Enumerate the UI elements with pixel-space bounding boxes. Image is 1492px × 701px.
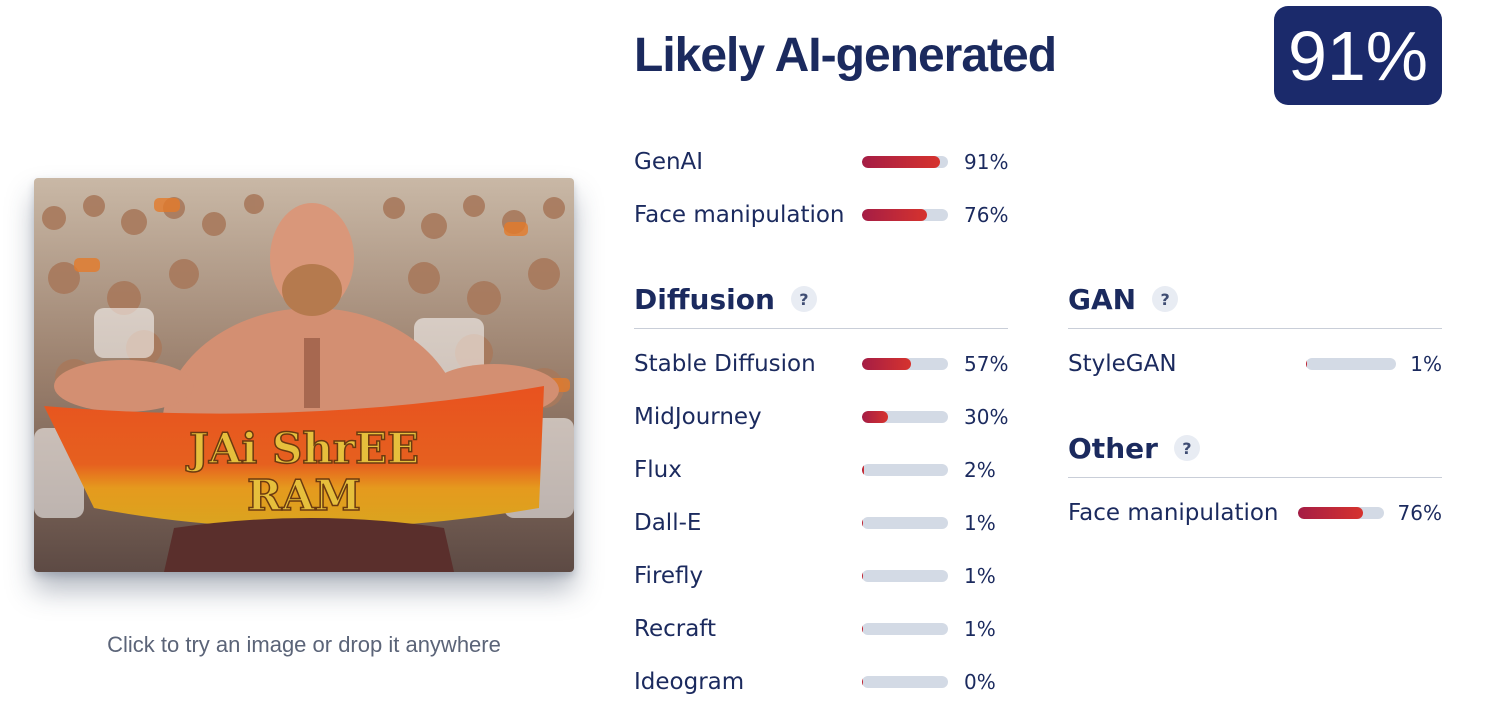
score-bar [1298,507,1384,519]
row-percent: 57% [964,352,1009,376]
score-bar [1306,358,1396,370]
score-bar [862,358,948,370]
help-icon[interactable]: ? [1173,435,1200,461]
section-divider [1068,328,1442,329]
score-bar-fill [862,464,864,476]
gan-row-stylegan: StyleGAN 1% [1068,349,1442,379]
score-bar-fill [862,156,941,168]
row-percent: 0% [964,670,996,694]
row-label: StyleGAN [1068,351,1177,377]
row-percent: 76% [1397,501,1442,525]
row-percent: 2% [964,458,996,482]
section-title-other: Other ? [1068,428,1200,468]
row-label: Face manipulation [1068,500,1279,526]
summary-row-face-manipulation: Face manipulation 76% [634,200,1008,230]
banner-text-line2: RAM [247,471,361,520]
row-percent: 1% [964,617,996,641]
section-divider [634,328,1008,329]
section-divider [1068,477,1442,478]
row-label: Face manipulation [634,202,845,228]
row-label: Recraft [634,616,717,642]
row-label: Firefly [634,563,704,589]
section-title-gan: GAN ? [1068,279,1179,319]
score-bar [862,570,948,582]
diffusion-row: Firefly 1% [634,561,1008,591]
score-bar-fill [862,623,864,635]
row-label: Ideogram [634,669,745,695]
section-title-text: Other [1068,431,1158,465]
score-bar-fill [862,570,864,582]
score-bar [862,209,948,221]
row-label: Flux [634,457,682,483]
help-icon[interactable]: ? [790,286,817,312]
analysed-image[interactable]: JAi ShrEE RAM [34,178,574,572]
summary-row-genai: GenAI 91% [634,147,1008,177]
diffusion-row: Ideogram 0% [634,667,1008,697]
diffusion-row: MidJourney 30% [634,402,1008,432]
row-label: Dall-E [634,510,702,536]
score-bar [862,623,948,635]
score-bar-fill [1306,358,1308,370]
row-percent: 30% [964,405,1009,429]
row-percent: 1% [964,564,996,588]
diffusion-row: Dall-E 1% [634,508,1008,538]
row-label: Stable Diffusion [634,351,816,377]
score-bar [862,517,948,529]
banner-text-line1: JAi ShrEE [185,424,419,473]
score-bar [862,464,948,476]
row-percent: 1% [1410,352,1442,376]
other-row-face-manipulation: Face manipulation 76% [1068,498,1442,528]
score-bar-fill [862,517,864,529]
section-title-diffusion: Diffusion ? [634,279,817,319]
diffusion-row: Flux 2% [634,455,1008,485]
diffusion-row: Stable Diffusion 57% [634,349,1008,379]
wrestler-crowd-image: JAi ShrEE RAM [34,178,574,572]
score-bar [862,676,948,688]
row-label: MidJourney [634,404,762,430]
upload-caption[interactable]: Click to try an image or drop it anywher… [107,632,501,657]
verdict-title: Likely AI-generated [634,29,1057,82]
score-bar-fill [862,411,888,423]
score-bar-fill [1298,507,1364,519]
row-percent: 1% [964,511,996,535]
score-bar [862,411,948,423]
row-percent: 76% [964,203,1009,227]
overall-score-badge: 91% [1274,6,1442,105]
help-icon[interactable]: ? [1152,286,1179,312]
row-percent: 91% [964,150,1009,174]
score-bar-fill [862,358,912,370]
score-bar-fill [862,209,928,221]
score-bar [862,156,948,168]
diffusion-row: Recraft 1% [634,614,1008,644]
row-label: GenAI [634,149,704,175]
score-bar-fill [862,676,864,688]
section-title-text: GAN [1068,282,1137,316]
section-title-text: Diffusion [634,282,775,316]
